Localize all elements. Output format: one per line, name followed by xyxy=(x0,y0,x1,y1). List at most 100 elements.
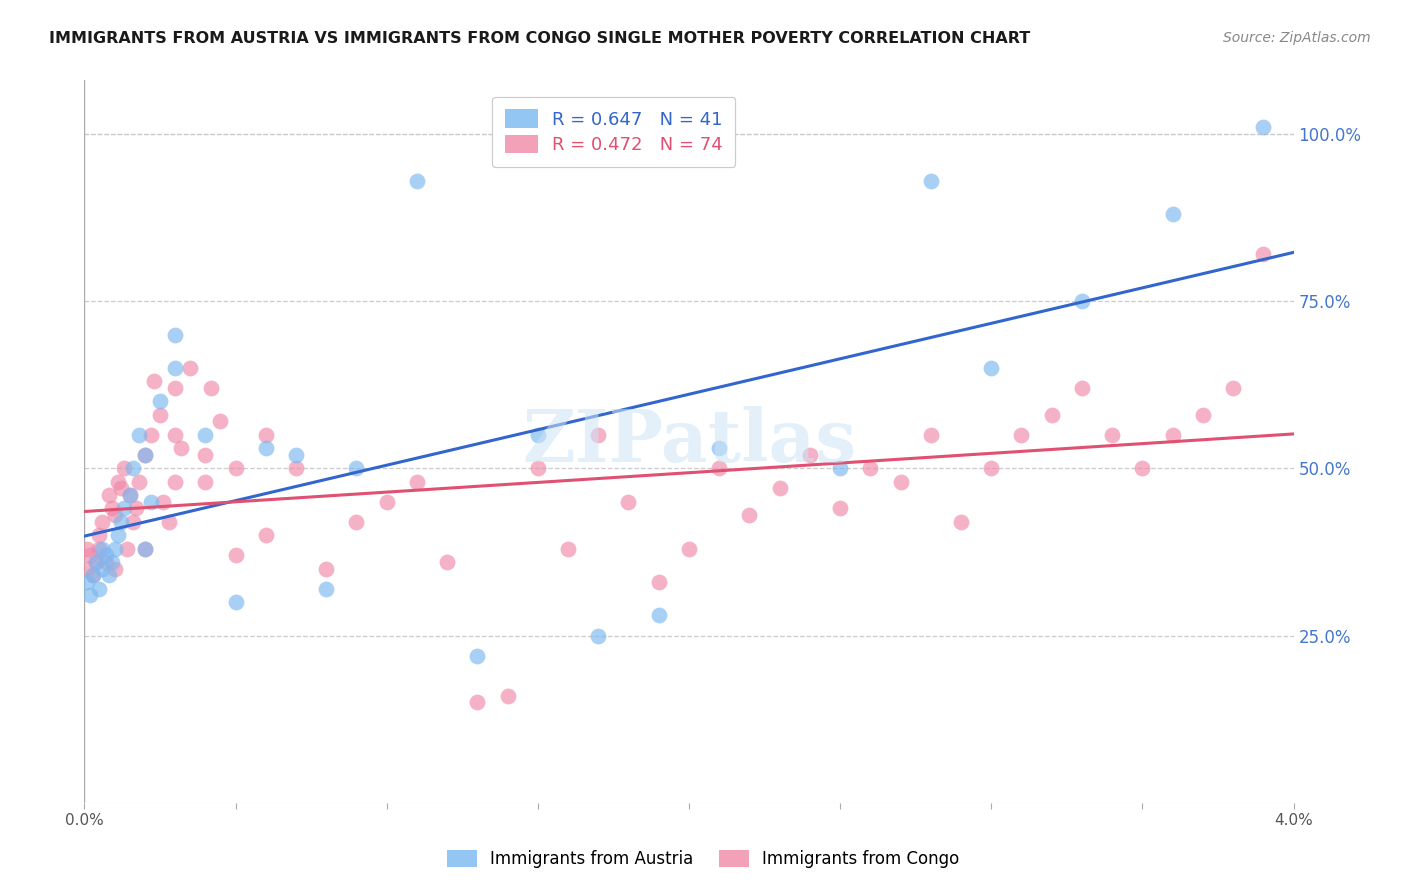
Point xyxy=(920,427,942,442)
Point xyxy=(254,427,277,442)
Point xyxy=(1161,207,1184,221)
Point xyxy=(107,528,129,542)
Point xyxy=(1161,427,1184,442)
Text: Source: ZipAtlas.com: Source: ZipAtlas.com xyxy=(1223,31,1371,45)
Point xyxy=(436,555,458,569)
Point xyxy=(1132,461,1154,475)
Point xyxy=(1253,120,1275,135)
Point xyxy=(588,427,610,442)
Point xyxy=(91,541,114,556)
Point xyxy=(76,562,98,576)
Point xyxy=(527,427,550,442)
Point xyxy=(920,173,942,188)
Point xyxy=(79,548,101,563)
Point xyxy=(128,427,150,442)
Point xyxy=(588,628,610,642)
Point xyxy=(76,575,98,590)
Point xyxy=(254,442,277,455)
Point xyxy=(142,375,165,389)
Point xyxy=(859,461,882,475)
Point xyxy=(617,494,640,508)
Point xyxy=(118,488,141,502)
Point xyxy=(165,327,187,342)
Legend: Immigrants from Austria, Immigrants from Congo: Immigrants from Austria, Immigrants from… xyxy=(440,843,966,875)
Point xyxy=(139,427,162,442)
Point xyxy=(346,461,368,475)
Point xyxy=(709,461,731,475)
Point xyxy=(467,696,489,710)
Point xyxy=(980,361,1002,376)
Point xyxy=(406,173,429,188)
Point xyxy=(91,562,114,576)
Point xyxy=(194,475,217,489)
Point xyxy=(1253,247,1275,261)
Point xyxy=(346,515,368,529)
Text: IMMIGRANTS FROM AUSTRIA VS IMMIGRANTS FROM CONGO SINGLE MOTHER POVERTY CORRELATI: IMMIGRANTS FROM AUSTRIA VS IMMIGRANTS FR… xyxy=(49,31,1031,46)
Point xyxy=(194,448,217,462)
Point xyxy=(94,548,117,563)
Point xyxy=(82,568,104,582)
Point xyxy=(86,555,108,569)
Point xyxy=(254,528,277,542)
Point xyxy=(121,461,143,475)
Point xyxy=(107,475,129,489)
Point xyxy=(104,508,127,523)
Point xyxy=(980,461,1002,475)
Point xyxy=(76,541,98,556)
Point xyxy=(152,494,174,508)
Point xyxy=(209,414,232,429)
Point xyxy=(738,508,761,523)
Point xyxy=(86,555,108,569)
Point xyxy=(97,568,120,582)
Point xyxy=(104,562,127,576)
Point xyxy=(94,555,117,569)
Point xyxy=(104,541,127,556)
Point xyxy=(225,595,247,609)
Point xyxy=(149,408,172,422)
Point xyxy=(89,528,111,542)
Point xyxy=(200,381,222,395)
Legend: R = 0.647   N = 41, R = 0.472   N = 74: R = 0.647 N = 41, R = 0.472 N = 74 xyxy=(492,96,735,167)
Point xyxy=(100,501,122,516)
Point xyxy=(165,475,187,489)
Point xyxy=(648,575,671,590)
Point xyxy=(134,541,156,556)
Point xyxy=(179,361,201,376)
Point xyxy=(950,515,973,529)
Point xyxy=(118,488,141,502)
Point xyxy=(467,648,489,663)
Text: ZIPatlas: ZIPatlas xyxy=(522,406,856,477)
Point xyxy=(149,394,172,409)
Point xyxy=(375,494,398,508)
Point xyxy=(112,501,135,516)
Point xyxy=(89,582,111,596)
Point xyxy=(121,515,143,529)
Point xyxy=(112,461,135,475)
Point xyxy=(830,461,852,475)
Point xyxy=(496,689,519,703)
Point xyxy=(82,568,104,582)
Point xyxy=(91,515,114,529)
Point xyxy=(1040,408,1063,422)
Point xyxy=(406,475,429,489)
Point xyxy=(285,448,308,462)
Point xyxy=(1071,294,1094,309)
Point xyxy=(1192,408,1215,422)
Point xyxy=(165,361,187,376)
Point xyxy=(1071,381,1094,395)
Point xyxy=(115,541,138,556)
Point xyxy=(134,448,156,462)
Point xyxy=(139,494,162,508)
Point xyxy=(165,427,187,442)
Point xyxy=(1222,381,1244,395)
Point xyxy=(165,381,187,395)
Point xyxy=(170,442,193,455)
Point xyxy=(709,442,731,455)
Point xyxy=(315,562,337,576)
Point xyxy=(1101,427,1123,442)
Point xyxy=(678,541,700,556)
Point xyxy=(285,461,308,475)
Point xyxy=(225,461,247,475)
Point xyxy=(194,427,217,442)
Point xyxy=(110,515,132,529)
